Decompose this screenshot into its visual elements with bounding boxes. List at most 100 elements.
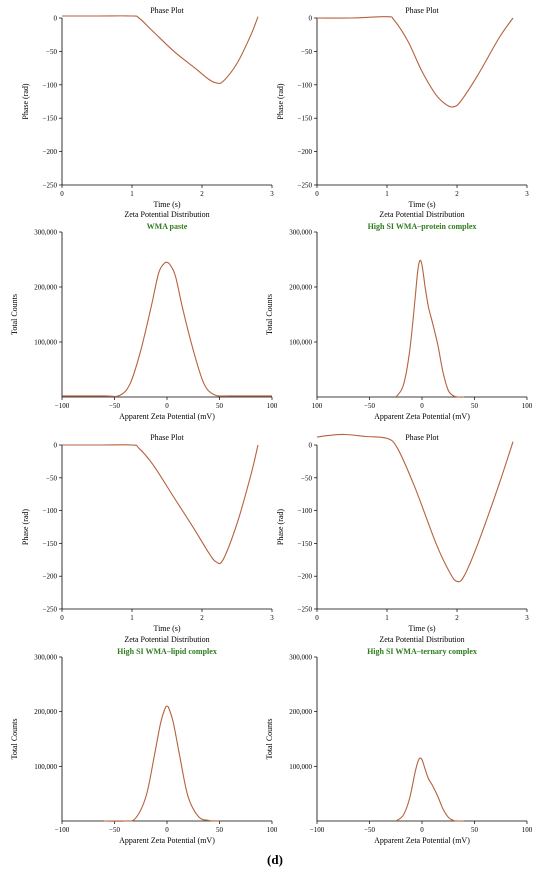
chart-title: Phase Plot xyxy=(405,433,439,442)
chart-7: Zeta Potential Distribution High SI WMA–l… xyxy=(10,635,278,845)
series-line xyxy=(395,757,465,822)
x-tick-label: −100 xyxy=(55,826,70,834)
y-axis-label: Total Counts xyxy=(265,294,274,335)
y-tick-label: −250 xyxy=(298,606,313,614)
figure-label: (d) xyxy=(267,852,283,867)
x-tick-label: 100 xyxy=(267,402,278,410)
x-tick-label: 0 xyxy=(165,402,169,410)
y-axis-label: Total Counts xyxy=(10,294,19,335)
x-tick-label: 0 xyxy=(315,190,319,198)
x-tick-label: −50 xyxy=(109,826,120,834)
y-tick-label: −250 xyxy=(43,606,58,614)
series-line xyxy=(316,16,514,108)
x-tick-label: 3 xyxy=(525,614,529,622)
x-axis-label: Apparent Zeta Potential (mV) xyxy=(119,412,215,421)
x-axis-label: Apparent Zeta Potential (mV) xyxy=(374,836,470,845)
x-tick-label: 3 xyxy=(270,190,274,198)
chart-4: Zeta Potential Distribution High SI WMA–p… xyxy=(265,210,533,421)
x-axis-label: Time (s) xyxy=(153,624,180,633)
y-tick-label: −100 xyxy=(43,81,58,89)
x-tick-label: −50 xyxy=(364,402,375,410)
x-tick-label: 3 xyxy=(270,614,274,622)
chart-1: Phase Plot 0 1 2 3 0 −50 −100 −150 −200 −250 Time (… xyxy=(21,6,274,209)
y-tick-label: −100 xyxy=(298,507,313,515)
series-line xyxy=(395,259,465,398)
x-tick-label: 3 xyxy=(525,190,529,198)
chart-2: Phase Plot 0 1 2 3 0 −50 −100 −150 −200 −250 Time (… xyxy=(276,6,529,209)
series-line xyxy=(316,433,514,583)
chart-title: Zeta Potential Distribution xyxy=(124,210,209,219)
chart-subtitle: High SI WMA–protein complex xyxy=(368,222,477,231)
series-line xyxy=(61,261,273,398)
chart-8: Zeta Potential Distribution High SI WMA–t… xyxy=(265,635,533,845)
y-tick-label: −200 xyxy=(298,573,313,581)
chart-title: Phase Plot xyxy=(150,6,184,15)
y-tick-label: 300,000 xyxy=(289,654,312,662)
y-tick-label: −150 xyxy=(298,540,313,548)
x-tick-label: 2 xyxy=(455,614,459,622)
y-tick-label: −200 xyxy=(43,148,58,156)
y-tick-label: 100,000 xyxy=(34,339,57,347)
y-tick-label: 100,000 xyxy=(34,763,57,771)
x-tick-label: 0 xyxy=(315,614,319,622)
y-tick-label: 200,000 xyxy=(289,284,312,292)
chart-title: Zeta Potential Distribution xyxy=(124,635,209,644)
y-axis-label: Phase (rad) xyxy=(21,83,30,120)
x-axis-label: Time (s) xyxy=(153,200,180,209)
y-tick-label: 0 xyxy=(309,442,313,450)
x-tick-label: 0 xyxy=(60,190,64,198)
y-tick-label: 300,000 xyxy=(289,229,312,237)
y-tick-label: −250 xyxy=(298,182,313,190)
x-axis-label: Time (s) xyxy=(408,200,435,209)
chart-subtitle: High SI WMA–lipid complex xyxy=(117,647,217,656)
y-tick-label: −100 xyxy=(298,81,313,89)
x-tick-label: 1 xyxy=(385,190,389,198)
y-tick-label: 0 xyxy=(54,15,58,23)
x-tick-label: −100 xyxy=(55,402,70,410)
x-tick-label: 50 xyxy=(471,402,479,410)
y-tick-label: −100 xyxy=(43,507,58,515)
x-tick-label: 50 xyxy=(216,402,224,410)
x-tick-label: 0 xyxy=(420,402,424,410)
series-line xyxy=(61,15,259,85)
x-tick-label: 0 xyxy=(60,614,64,622)
y-tick-label: 300,000 xyxy=(34,654,57,662)
x-tick-label: 50 xyxy=(471,826,479,834)
y-tick-label: −50 xyxy=(301,474,312,482)
chart-subtitle: WMA paste xyxy=(147,222,188,231)
series-line xyxy=(62,444,259,565)
y-tick-label: 200,000 xyxy=(289,708,312,716)
y-tick-label: −150 xyxy=(43,115,58,123)
chart-6: Phase Plot 0 1 2 3 0 −50 −100 −150 −200 −250 Time (… xyxy=(276,433,529,633)
y-tick-label: −50 xyxy=(301,48,312,56)
y-tick-label: −150 xyxy=(43,540,58,548)
x-axis-label: Apparent Zeta Potential (mV) xyxy=(374,412,470,421)
chart-title: Phase Plot xyxy=(405,6,439,15)
x-tick-label: 100 xyxy=(312,402,323,410)
x-tick-label: 1 xyxy=(385,614,389,622)
y-tick-label: −250 xyxy=(43,182,58,190)
x-tick-label: −100 xyxy=(310,826,325,834)
x-tick-label: −50 xyxy=(109,402,120,410)
chart-title: Phase Plot xyxy=(150,433,184,442)
chart-title: Zeta Potential Distribution xyxy=(379,210,464,219)
x-tick-label: 100 xyxy=(267,826,278,834)
y-axis-label: Phase (rad) xyxy=(276,509,285,546)
y-tick-label: 0 xyxy=(54,442,58,450)
y-tick-label: 0 xyxy=(309,15,313,23)
chart-title: Zeta Potential Distribution xyxy=(379,635,464,644)
y-axis-label: Phase (rad) xyxy=(276,83,285,120)
y-tick-label: −150 xyxy=(298,115,313,123)
y-tick-label: −50 xyxy=(46,48,57,56)
x-axis-label: Apparent Zeta Potential (mV) xyxy=(119,836,215,845)
chart-subtitle: High SI WMA–ternary complex xyxy=(367,647,477,656)
x-axis-label: Time (s) xyxy=(408,624,435,633)
chart-5: Phase Plot 0 1 2 3 0 −50 −100 −150 −200 −250 Time (… xyxy=(21,433,274,633)
y-axis-label: Phase (rad) xyxy=(21,509,30,546)
y-tick-label: −200 xyxy=(298,148,313,156)
series-line xyxy=(103,705,220,822)
x-tick-label: 100 xyxy=(522,826,533,834)
y-tick-label: −50 xyxy=(46,474,57,482)
y-tick-label: −200 xyxy=(43,573,58,581)
